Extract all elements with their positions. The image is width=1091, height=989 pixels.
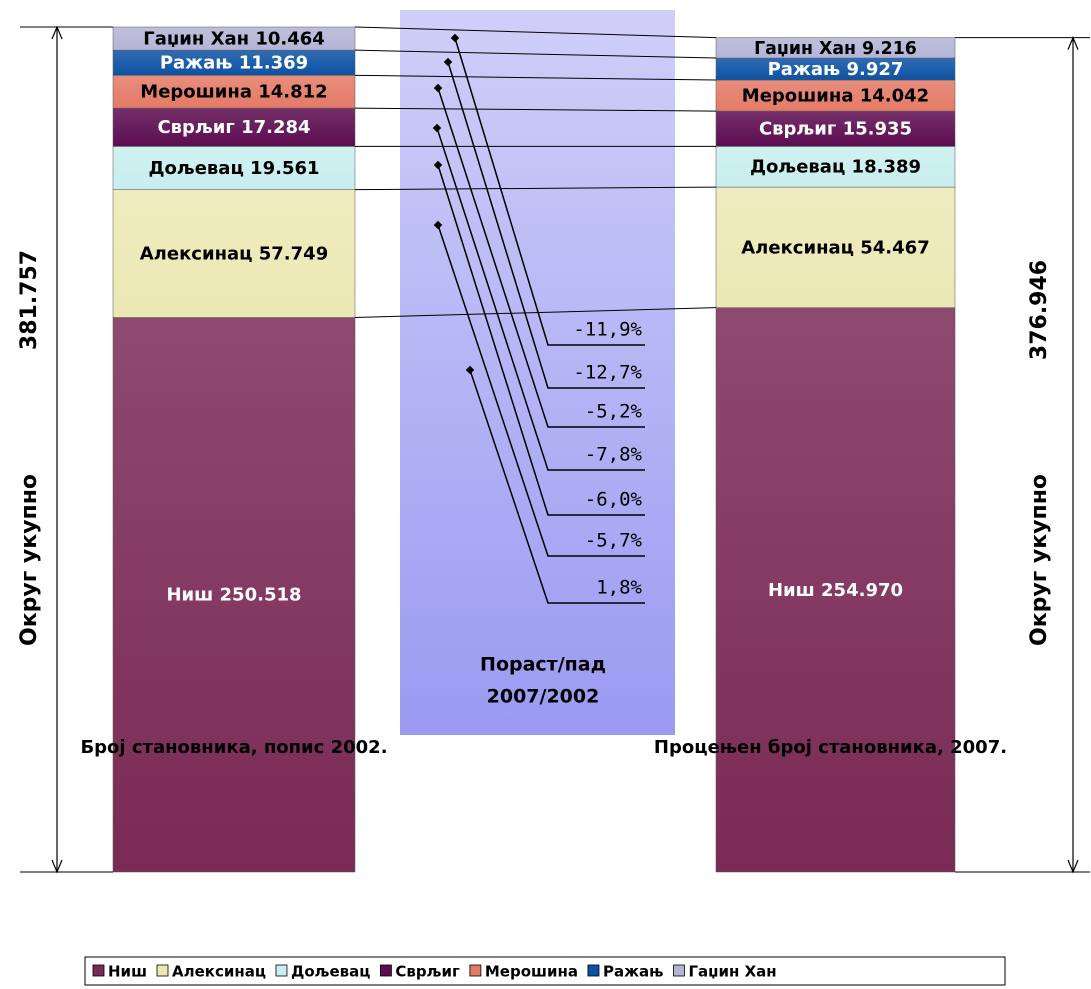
legend-swatch bbox=[275, 964, 288, 977]
leader-line bbox=[436, 127, 645, 471]
legend-label: Сврљиг bbox=[395, 963, 460, 981]
connector bbox=[354, 49, 717, 59]
connector bbox=[354, 74, 717, 81]
legend-swatch bbox=[673, 964, 685, 977]
leader-line bbox=[437, 164, 645, 516]
bar-segment bbox=[715, 186, 956, 308]
category-label: Број становника, попис 2002. bbox=[80, 737, 387, 758]
data-label: Ражањ 9.927 bbox=[768, 59, 904, 80]
bar-segment bbox=[112, 26, 356, 51]
legend-label: Ражањ bbox=[603, 963, 664, 981]
data-label: Мерошина 14.042 bbox=[742, 86, 929, 107]
legend-swatch bbox=[156, 964, 169, 977]
bar-segment bbox=[715, 307, 956, 873]
change-label: -5,7% bbox=[585, 530, 643, 552]
data-label: Ражањ 11.369 bbox=[160, 53, 308, 74]
connector bbox=[354, 26, 717, 39]
total-label: 381.757 bbox=[17, 250, 42, 350]
bar-segment bbox=[112, 146, 356, 190]
data-label: Сврљиг 17.284 bbox=[157, 117, 310, 138]
data-label: Гаџин Хан 10.464 bbox=[143, 29, 325, 50]
bar-segment bbox=[715, 37, 956, 59]
legend-swatch bbox=[92, 964, 105, 977]
data-label: Мерошина 14.812 bbox=[140, 82, 327, 103]
data-label: Ниш 254.970 bbox=[768, 580, 903, 601]
change-label: -6,0% bbox=[585, 489, 643, 511]
data-label: Алексинац 54.467 bbox=[741, 237, 929, 258]
leader-line bbox=[437, 87, 645, 428]
legend-box bbox=[84, 956, 1006, 986]
change-title: Пораст/пад bbox=[480, 654, 606, 676]
bar-segment bbox=[112, 49, 356, 76]
leader-dot bbox=[433, 220, 443, 230]
leader-dot bbox=[433, 83, 443, 93]
bar-segment bbox=[112, 75, 356, 109]
total-label: 376.946 bbox=[1027, 260, 1052, 360]
bar-segment bbox=[715, 79, 956, 112]
total-caption: Округ укупно bbox=[17, 474, 42, 646]
bar-segment bbox=[715, 146, 956, 188]
bar-segment bbox=[715, 110, 956, 147]
connector bbox=[354, 186, 717, 191]
data-label: Гаџин Хан 9.216 bbox=[754, 39, 917, 59]
data-label: Дољевац 19.561 bbox=[148, 158, 319, 179]
change-label: -5,2% bbox=[585, 401, 643, 423]
bar-segment bbox=[112, 107, 356, 147]
leader-dot bbox=[432, 123, 442, 133]
total-arrow bbox=[51, 25, 63, 874]
legend-label: Дољевац bbox=[291, 963, 370, 981]
category-label: Процењен број становника, 2007. bbox=[654, 737, 1007, 758]
legend-label: Мерошина bbox=[485, 963, 578, 981]
legend-label: Алексинац bbox=[172, 963, 266, 981]
connector bbox=[354, 107, 717, 112]
leader-line bbox=[437, 224, 645, 557]
legend-swatch bbox=[469, 964, 482, 977]
change-label: -7,8% bbox=[585, 444, 643, 466]
bar-segment bbox=[112, 317, 356, 873]
leader-dot bbox=[450, 33, 460, 43]
legend-label: Гаџин Хан bbox=[688, 963, 776, 981]
legend-swatch bbox=[380, 964, 392, 977]
leader-dot bbox=[433, 160, 443, 170]
leader-line bbox=[447, 61, 645, 389]
change-panel bbox=[400, 10, 675, 735]
legend-swatch bbox=[587, 964, 600, 977]
change-title: 2007/2002 bbox=[487, 686, 600, 708]
change-label: 1,8% bbox=[596, 577, 642, 599]
leader-dot bbox=[465, 365, 475, 375]
change-label: -12,7% bbox=[573, 362, 642, 384]
legend-label: Ниш bbox=[108, 963, 147, 981]
data-label: Сврљиг 15.935 bbox=[759, 119, 912, 140]
leader-line bbox=[454, 37, 645, 346]
connector bbox=[354, 307, 717, 318]
leader-dot bbox=[443, 57, 453, 67]
data-label: Дољевац 18.389 bbox=[750, 157, 921, 178]
change-label: -11,9% bbox=[573, 319, 642, 341]
total-arrow bbox=[1067, 36, 1079, 874]
data-label: Ниш 250.518 bbox=[166, 585, 301, 606]
leader-line bbox=[469, 369, 645, 604]
total-caption: Округ укупно bbox=[1027, 474, 1052, 646]
data-label: Алексинац 57.749 bbox=[140, 244, 328, 265]
